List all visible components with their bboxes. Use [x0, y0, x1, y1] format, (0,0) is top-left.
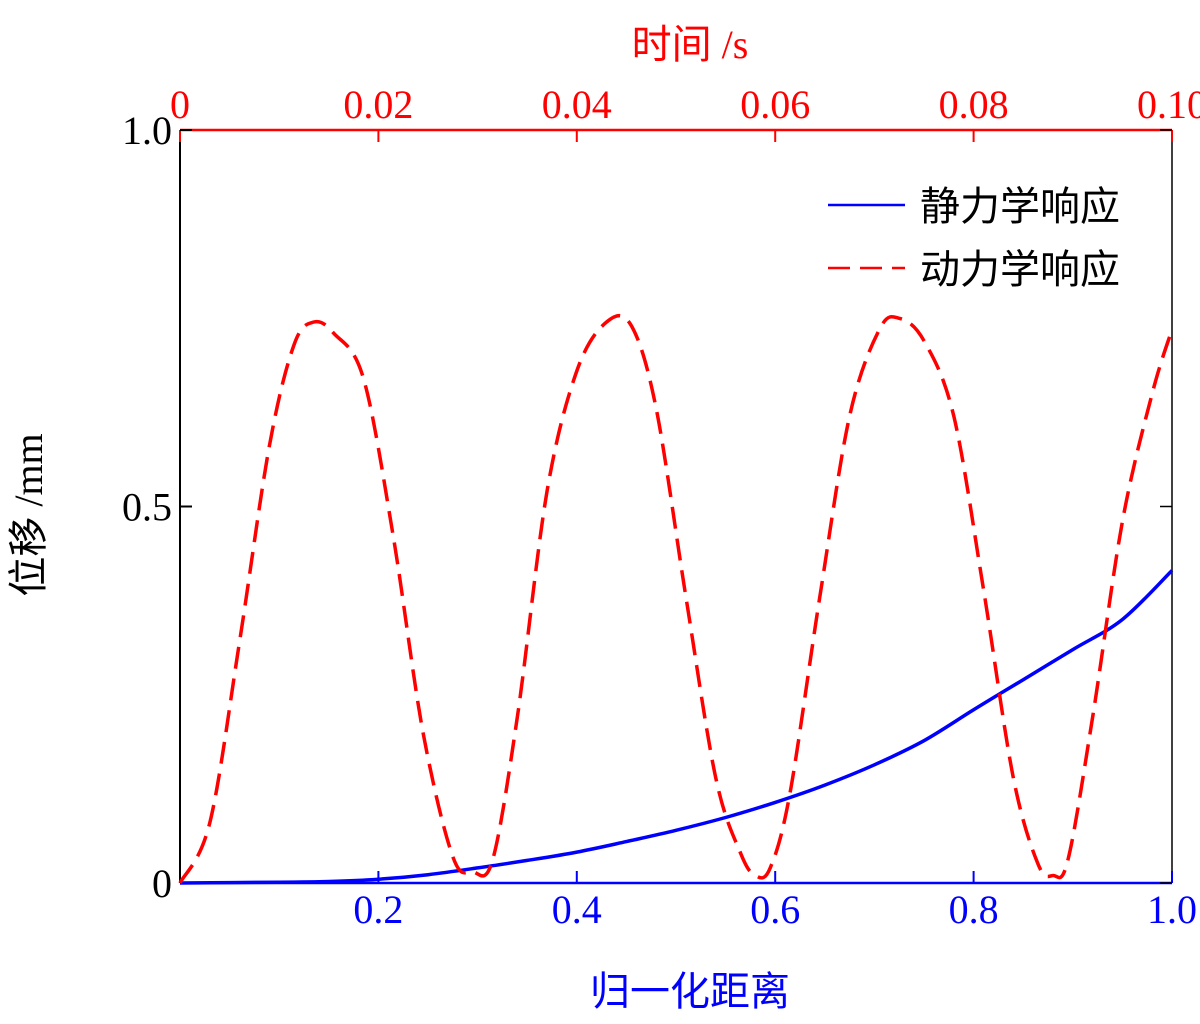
series-layer: [178, 313, 1174, 885]
bottom-tick-label: 0.6: [750, 887, 800, 932]
series-line-dynamic: [178, 313, 1174, 884]
bottom-tick-label: 0.2: [353, 887, 403, 932]
series-line-static: [179, 569, 1174, 885]
y-tick-label: 0: [152, 861, 172, 906]
tick-labels: 0.2 0.4 0.6 0.8 1.00 0.02 0.04 0.06 0.08 0.1000.5…: [122, 82, 1200, 932]
y-tick-label: 1.0: [122, 108, 172, 153]
top-x-axis-title: 时间 /s: [632, 22, 749, 67]
top-tick-label: 0.02: [343, 82, 413, 127]
bottom-tick-label: 1.0: [1147, 887, 1197, 932]
top-tick-label: 0: [170, 82, 190, 127]
top-tick-label: 0.06: [740, 82, 810, 127]
legend-label-static: 静力学响应: [920, 184, 1120, 229]
bottom-tick-label: 0.8: [949, 887, 999, 932]
top-tick-label: 0.10: [1137, 82, 1200, 127]
bottom-tick-label: 0.4: [552, 887, 602, 932]
y-axis-title: 位移 /mm: [6, 433, 51, 596]
y-tick-label: 0.5: [122, 485, 172, 530]
tick-marks: [179, 129, 1173, 884]
top-tick-label: 0.08: [939, 82, 1009, 127]
bottom-x-axis-title: 归一化距离: [590, 969, 790, 1014]
legend: 静力学响应 动力学响应: [828, 184, 1120, 292]
legend-label-dynamic: 动力学响应: [920, 247, 1120, 292]
top-tick-label: 0.04: [542, 82, 612, 127]
